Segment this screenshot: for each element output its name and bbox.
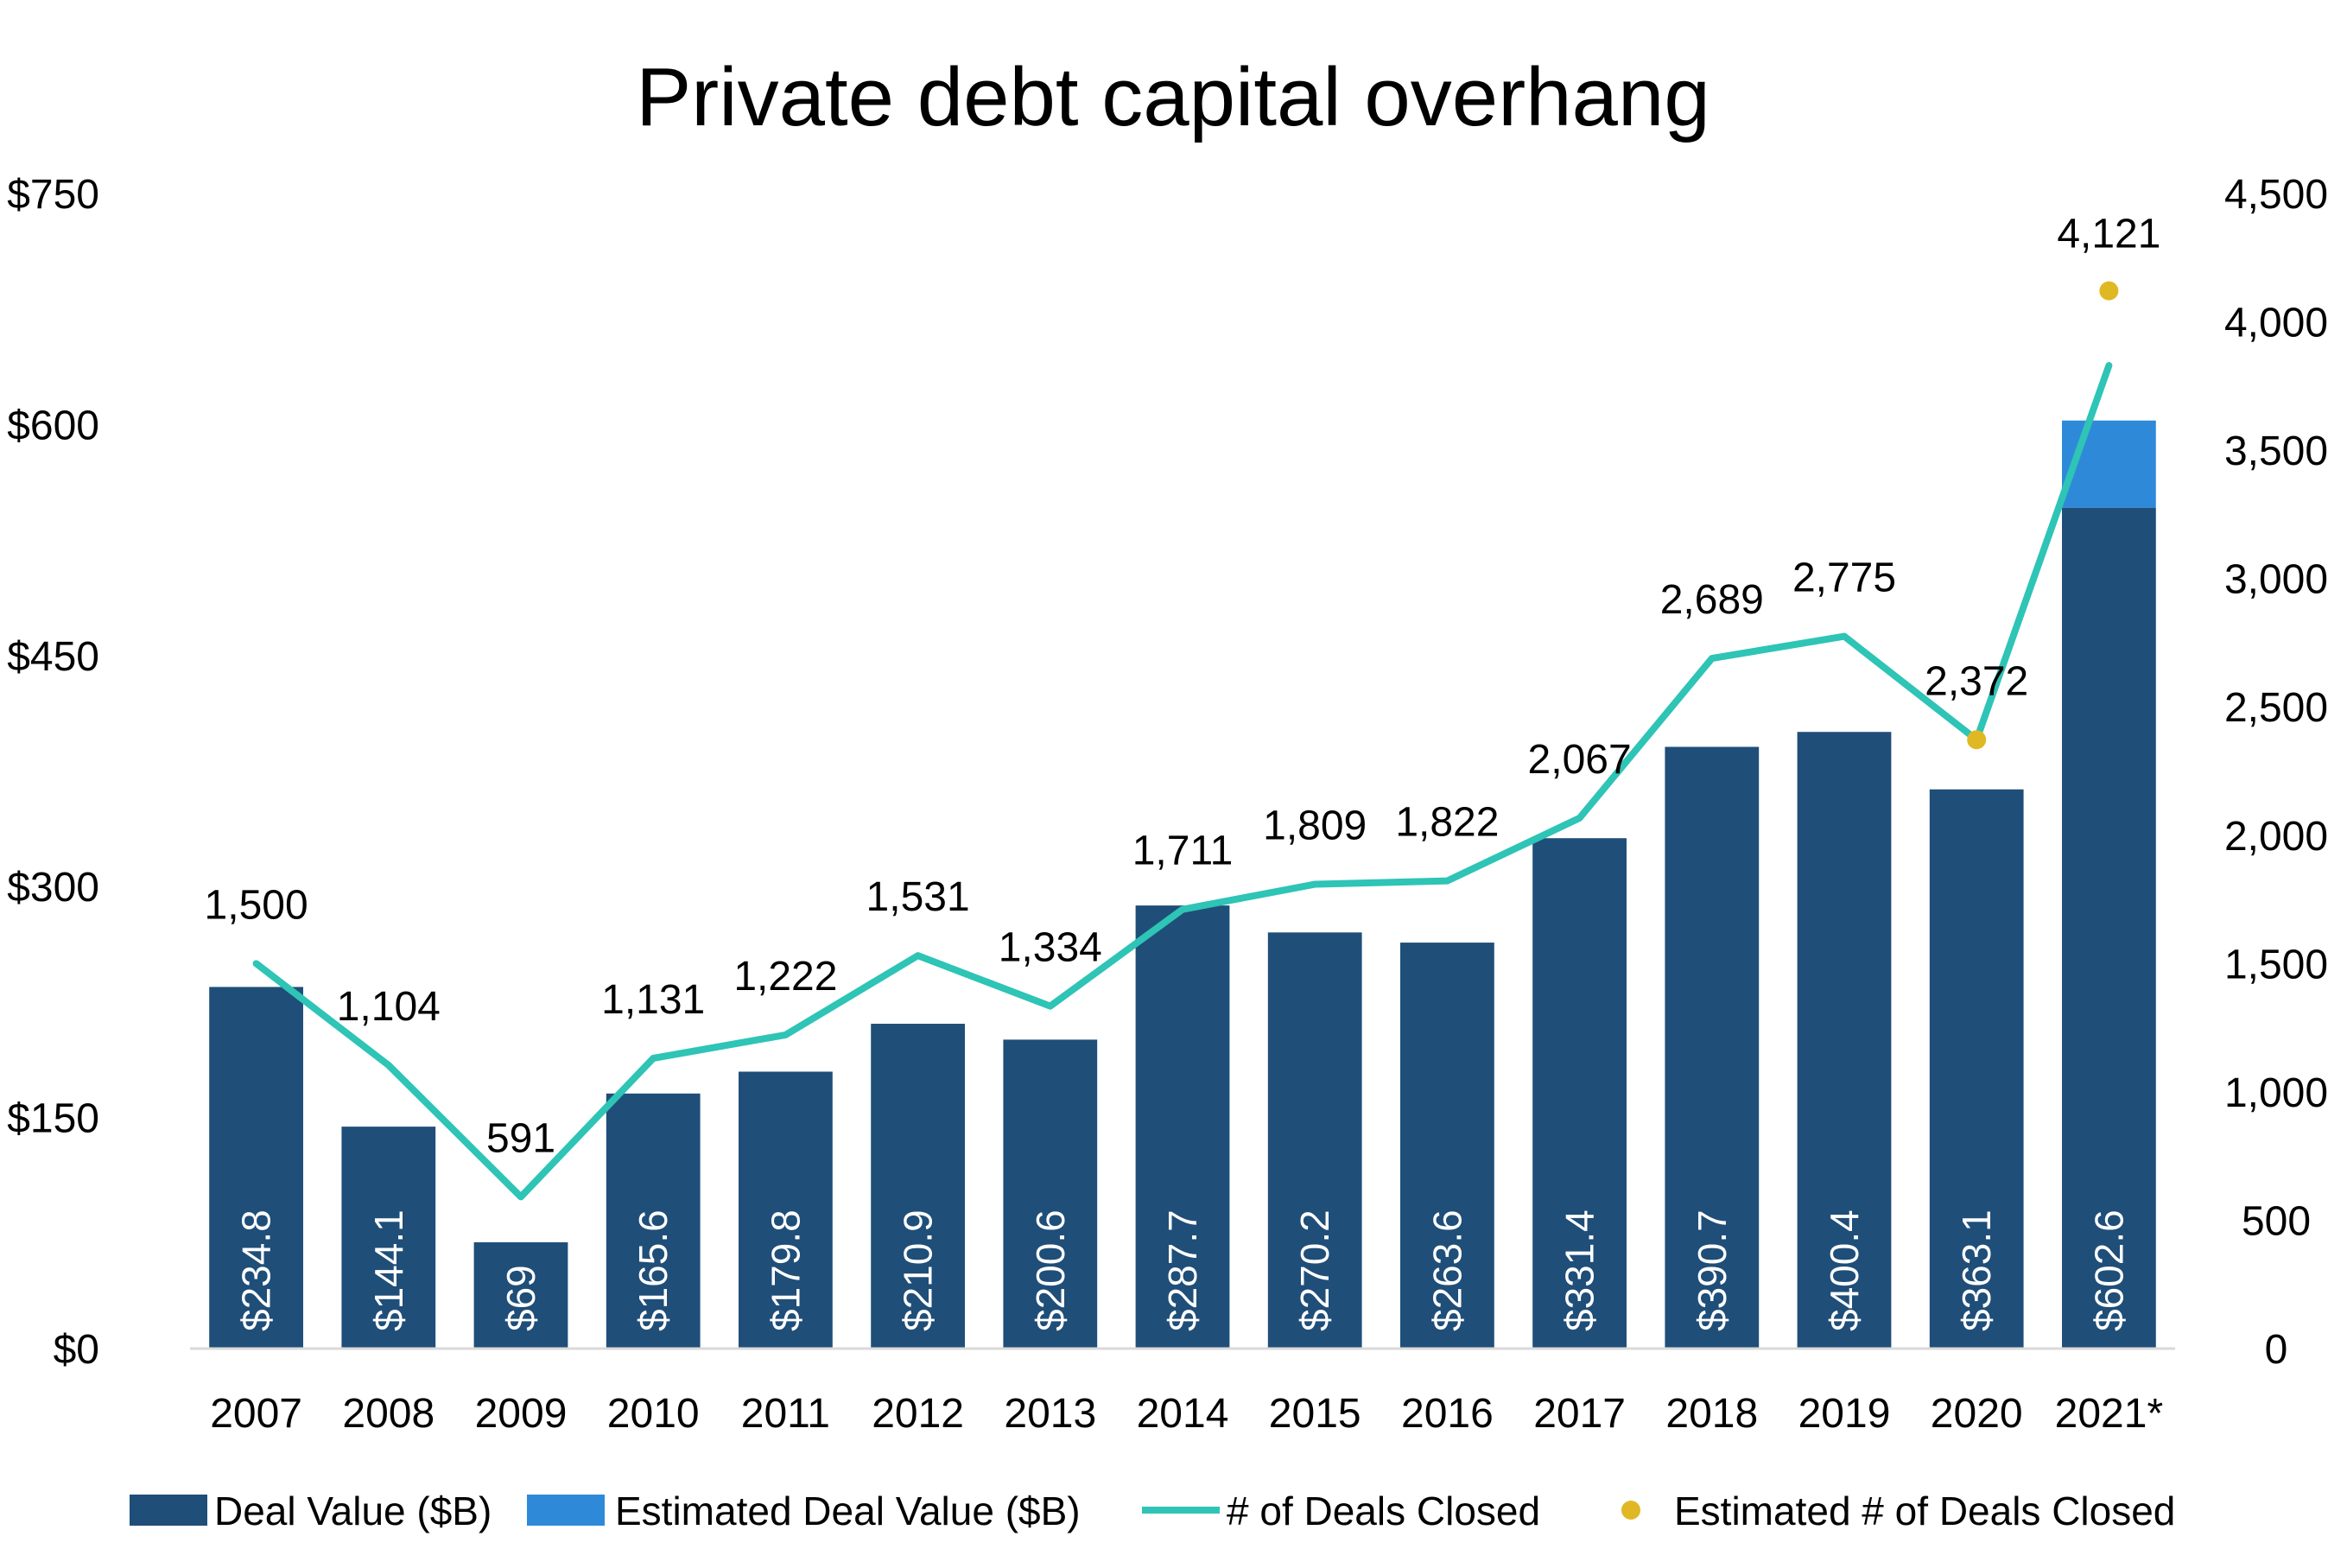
- line-data-label: 1,104: [337, 984, 441, 1030]
- x-tick-label: 2018: [1665, 1391, 1758, 1437]
- bar-value-label: $287.7: [1160, 1209, 1205, 1331]
- bar-value-label: $69: [498, 1265, 543, 1331]
- x-tick-label: 2007: [210, 1391, 302, 1437]
- legend-label-estimated-deals: Estimated # of Deals Closed: [1674, 1489, 2175, 1533]
- y-left-tick-label: $450: [7, 634, 99, 680]
- y-left-tick-label: $0: [54, 1327, 99, 1373]
- line-data-label: 591: [486, 1115, 555, 1161]
- y-right-tick-label: 3,000: [2224, 557, 2328, 603]
- bar-value-label: $400.4: [1822, 1209, 1867, 1331]
- point-data-label: 4,121: [2057, 212, 2160, 257]
- bar-value-label: $210.9: [896, 1209, 941, 1331]
- bar-value-label: $200.6: [1028, 1209, 1073, 1331]
- bar-deal-value: [1267, 932, 1362, 1349]
- bar-deal-value: [2062, 507, 2156, 1349]
- bar-deal-value: [209, 987, 303, 1349]
- line-data-label: 1,334: [999, 925, 1102, 971]
- y-right-tick-label: 1,000: [2224, 1070, 2328, 1116]
- bar-deal-value: [1532, 838, 1627, 1349]
- y-right-tick-label: 4,000: [2224, 301, 2328, 346]
- legend-label-estimated-deal-value: Estimated Deal Value ($B): [615, 1489, 1081, 1533]
- x-tick-label: 2012: [872, 1391, 964, 1437]
- bar-value-label: $179.8: [763, 1209, 808, 1331]
- y-right-tick-label: 0: [2265, 1327, 2288, 1373]
- line-deals-closed: [252, 362, 2113, 1201]
- legend: Deal Value ($B) Estimated Deal Value ($B)…: [130, 1489, 2175, 1533]
- bar-value-label: $144.1: [366, 1209, 411, 1331]
- legend-label-deals-closed: # of Deals Closed: [1227, 1489, 1540, 1533]
- x-tick-label: 2008: [342, 1391, 435, 1437]
- bar-value-label: $363.1: [1954, 1209, 1999, 1331]
- line-data-label: 1,531: [866, 874, 970, 920]
- y-right-tick-label: 4,500: [2224, 172, 2328, 218]
- bar-deal-value: [739, 1071, 833, 1349]
- legend-swatch-estimated-deals: [1621, 1501, 1640, 1520]
- x-tick-label: 2016: [1401, 1391, 1494, 1437]
- legend-swatch-deal-value: [130, 1495, 207, 1526]
- x-tick-label: 2009: [475, 1391, 568, 1437]
- chart-title: Private debt capital overhang: [636, 51, 1710, 143]
- y-right-tick-label: 500: [2242, 1198, 2311, 1244]
- y-right-tick-label: 2,500: [2224, 685, 2328, 731]
- y-left-tick-label: $300: [7, 865, 99, 911]
- y-left-tick-label: $750: [7, 172, 99, 218]
- x-tick-label: 2011: [741, 1391, 830, 1437]
- bar-deal-value: [1400, 943, 1494, 1349]
- y-left-tick-label: $150: [7, 1096, 99, 1142]
- y-right-tick-label: 3,500: [2224, 429, 2328, 474]
- x-tick-label: 2010: [607, 1391, 700, 1437]
- line-data-label: 2,689: [1660, 577, 1764, 623]
- legend-label-deal-value: Deal Value ($B): [214, 1489, 492, 1533]
- bar-deal-value: [1003, 1039, 1098, 1349]
- x-tick-label: 2013: [1004, 1391, 1096, 1437]
- y-left-tick-label: $600: [7, 403, 99, 448]
- bar-deal-value: [1797, 732, 1892, 1349]
- bar-deal-value: [871, 1024, 965, 1349]
- line-data-label: 1,222: [733, 954, 837, 1000]
- bar-value-label: $263.6: [1424, 1209, 1469, 1331]
- point-estimated-deals: [1967, 730, 1987, 750]
- x-tick-label: 2015: [1269, 1391, 1361, 1437]
- bar-deal-value: [1135, 905, 1230, 1349]
- plot-area: $0 $150 $300 $450 $600 $750 0 500 1,000 1,500 2,00…: [7, 172, 2328, 1437]
- bar-deal-value: [473, 1241, 568, 1349]
- bar-value-label: $165.6: [631, 1209, 676, 1331]
- bar-value-label: $602.6: [2086, 1209, 2131, 1331]
- line-data-label: 1,822: [1395, 800, 1499, 846]
- line-data-label: 2,775: [1792, 555, 1896, 601]
- line-data-label: 2,372: [1925, 658, 2028, 704]
- bar-value-label: $331.4: [1557, 1209, 1602, 1331]
- line-data-label: 1,711: [1132, 828, 1234, 874]
- line-data-label: 2,067: [1528, 737, 1632, 783]
- bar-deal-value: [341, 1127, 436, 1349]
- x-tick-label: 2017: [1533, 1391, 1626, 1437]
- y-right-tick-label: 2,000: [2224, 814, 2328, 860]
- bar-deal-value: [1665, 746, 1760, 1349]
- bar-value-label: $270.2: [1292, 1209, 1337, 1331]
- line-data-label: 1,809: [1263, 803, 1367, 849]
- bar-deal-value: [606, 1093, 701, 1349]
- x-tick-label: 2014: [1137, 1391, 1229, 1437]
- bar-value-label: $390.7: [1690, 1209, 1735, 1331]
- x-tick-label: 2020: [1931, 1391, 2023, 1437]
- y-right-tick-label: 1,500: [2224, 942, 2328, 987]
- line-data-label: 1,500: [205, 882, 308, 928]
- x-tick-label: 2019: [1798, 1391, 1891, 1437]
- bar-deal-value: [1929, 789, 2024, 1349]
- bar-value-label: $234.8: [234, 1209, 279, 1331]
- line-data-label: 1,131: [601, 977, 705, 1023]
- x-tick-label: 2021*: [2055, 1391, 2163, 1437]
- legend-swatch-estimated-deal-value: [527, 1495, 605, 1526]
- point-estimated-deals: [2099, 281, 2119, 301]
